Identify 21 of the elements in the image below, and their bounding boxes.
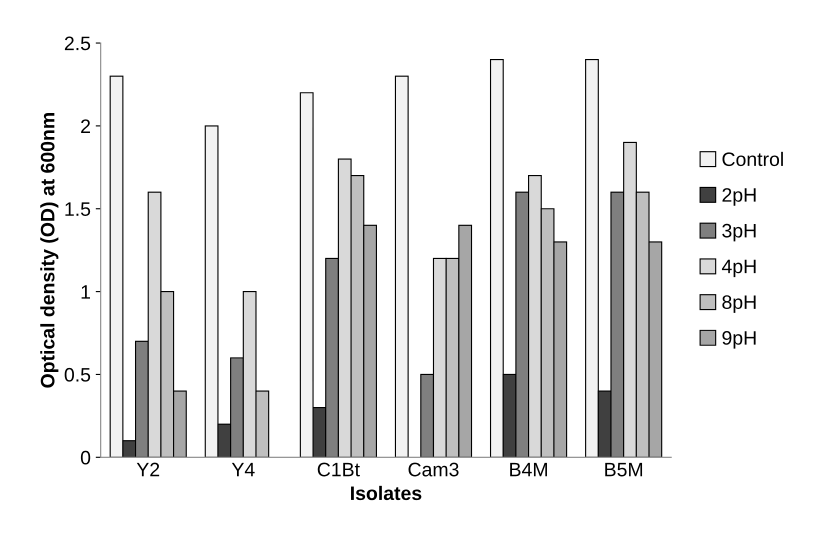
legend-label: 4pH xyxy=(722,260,756,278)
x-tick-label: C1Bt xyxy=(318,462,360,476)
y-tick-label: 2.5 xyxy=(64,36,90,50)
y-tick-label: 1.5 xyxy=(65,202,90,216)
x-tick-label: B4M xyxy=(510,462,547,476)
x-tick-label: B5M xyxy=(605,462,642,476)
y-tick-label: 2 xyxy=(81,119,90,133)
x-tick-label: Cam3 xyxy=(408,462,459,476)
y-tick-label: 0.5 xyxy=(64,368,90,382)
legend-label: 8pH xyxy=(722,295,756,313)
y-tick-label: 0 xyxy=(80,450,90,465)
x-tick-label: Y4 xyxy=(232,462,255,476)
y-axis-title: Optical density (OD) at 600nm xyxy=(40,113,58,388)
legend-label: Control xyxy=(722,152,783,166)
legend-label: 2pH xyxy=(722,188,756,206)
x-tick-label: Y2 xyxy=(136,462,160,476)
x-axis-title: Isolates xyxy=(351,486,422,500)
y-tick-label: 1 xyxy=(82,285,90,299)
bar xyxy=(394,76,409,458)
legend-label: 3pH xyxy=(722,224,756,242)
legend-label: 9pH xyxy=(722,330,756,349)
